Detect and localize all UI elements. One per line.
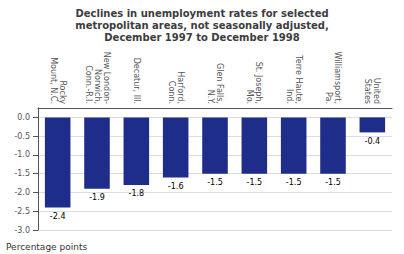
svg-text:0.0: 0.0 [17,113,30,122]
svg-text:Mo.: Mo. [245,90,254,104]
svg-text:Decatur, Ill.: Decatur, Ill. [132,58,141,104]
svg-text:metropolitan areas, not season: metropolitan areas, not seasonally adjus… [75,20,328,31]
svg-text:-1.9: -1.9 [89,193,105,202]
svg-text:-3.0: -3.0 [14,226,30,235]
svg-text:-2.0: -2.0 [14,188,30,197]
svg-text:-1.5: -1.5 [207,178,223,187]
svg-text:-1.6: -1.6 [168,182,184,191]
svg-text:Declines in unemployment rates: Declines in unemployment rates for selec… [75,8,328,19]
svg-text:Glen Falls,: Glen Falls, [215,63,224,104]
svg-text:-1.5: -1.5 [325,178,341,187]
svg-text:-1.5: -1.5 [286,178,302,187]
svg-text:Norwich,: Norwich, [93,69,102,104]
svg-text:-1.5: -1.5 [247,178,263,187]
svg-text:-1.5: -1.5 [14,169,30,178]
svg-text:Harford,: Harford, [176,71,185,104]
svg-text:-0.5: -0.5 [14,132,30,141]
svg-text:-0.4: -0.4 [365,137,381,146]
svg-text:United: United [372,78,381,104]
svg-text:States: States [363,79,372,104]
svg-text:St. Joseph,: St. Joseph, [254,62,263,104]
svg-text:Ind.: Ind. [285,89,294,104]
svg-text:Williamsport,: Williamsport, [333,52,342,104]
svg-text:-1.0: -1.0 [14,150,30,159]
svg-text:-2.4: -2.4 [50,212,66,221]
svg-text:Pa.: Pa. [324,92,333,104]
svg-text:-2.5: -2.5 [14,207,30,216]
svg-text:N.Y.: N.Y. [206,90,215,104]
svg-text:Conn.: Conn. [167,81,176,104]
svg-text:Conn.-R.I.: Conn.-R.I. [84,65,93,104]
svg-text:December 1997 to December 1998: December 1997 to December 1998 [104,32,299,43]
svg-text:Rocky: Rocky [58,80,67,104]
svg-text:Terre Haute,: Terre Haute, [294,54,303,104]
svg-text:-1.8: -1.8 [129,189,145,198]
svg-text:Mount, N.C.: Mount, N.C. [49,57,58,104]
svg-text:New London-: New London- [102,52,111,104]
svg-text:Percentage points: Percentage points [6,242,87,252]
